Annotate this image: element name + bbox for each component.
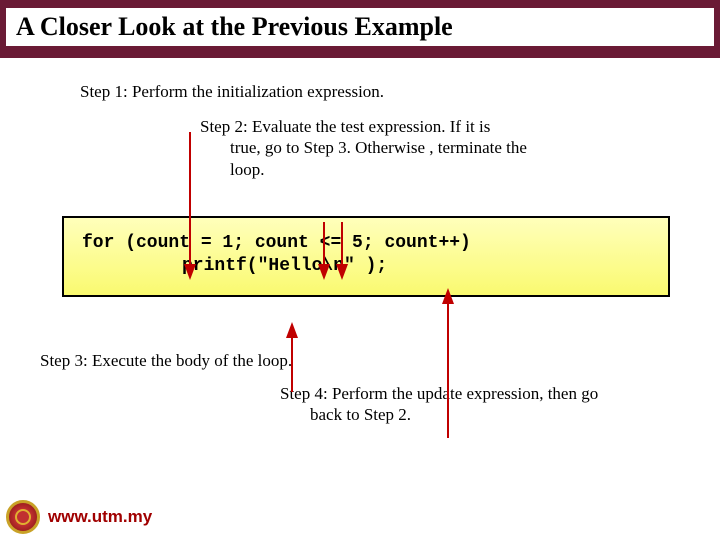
slide-title: A Closer Look at the Previous Example: [6, 8, 714, 46]
logo-icon: [6, 500, 40, 534]
step-3-text: Step 3: Execute the body of the loop.: [40, 351, 700, 371]
step-2-line2: true, go to Step 3. Otherwise , terminat…: [230, 137, 580, 158]
step-4-text: Step 4: Perform the update expression, t…: [280, 383, 690, 426]
step-4-line1: Step 4: Perform the update expression, t…: [280, 383, 690, 404]
slide-content: Step 1: Perform the initialization expre…: [0, 58, 720, 425]
slide-header: A Closer Look at the Previous Example: [0, 0, 720, 58]
step-2-line1: Step 2: Evaluate the test expression. If…: [200, 116, 580, 137]
step-2-line3: loop.: [230, 159, 580, 180]
code-line-2: printf("Hello\n" );: [182, 255, 650, 278]
code-line-1: for (count = 1; count <= 5; count++): [82, 232, 650, 255]
step-2-text: Step 2: Evaluate the test expression. If…: [200, 116, 580, 180]
step-4-line2: back to Step 2.: [310, 404, 690, 425]
step-1-text: Step 1: Perform the initialization expre…: [80, 82, 700, 102]
code-example-box: for (count = 1; count <= 5; count++) pri…: [62, 216, 670, 297]
footer: www.utm.my: [6, 500, 152, 534]
site-url: www.utm.my: [48, 507, 152, 527]
